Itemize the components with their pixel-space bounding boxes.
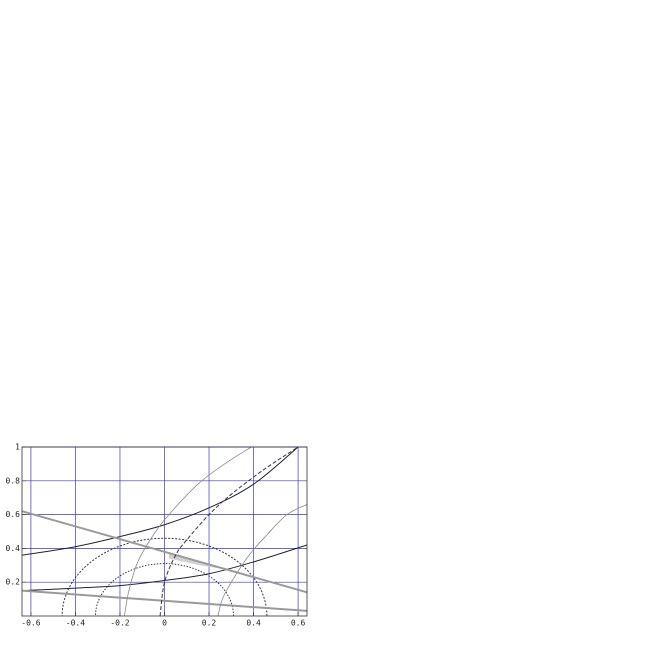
x-tick-label: -0.6	[21, 619, 40, 628]
y-tick-label: 0.4	[6, 544, 21, 553]
curve	[217, 504, 308, 617]
curve	[124, 446, 252, 617]
x-tick-label: 0.4	[246, 619, 261, 628]
x-tick-label: 0	[162, 619, 167, 628]
x-tick-label: 0.6	[291, 619, 306, 628]
curve	[159, 446, 299, 617]
y-tick-label: 1	[15, 443, 20, 452]
circle-arc	[61, 537, 268, 617]
x-tick-label: -0.4	[66, 619, 85, 628]
curve	[21, 544, 308, 592]
y-tick-label: 0.8	[6, 476, 21, 485]
y-tick-label: 0.6	[6, 510, 21, 519]
x-tick-label: -0.2	[110, 619, 129, 628]
y-tick-label: 0.2	[6, 578, 21, 587]
circle-arc	[94, 563, 235, 617]
curve	[21, 589, 308, 612]
x-tick-label: 0.2	[202, 619, 217, 628]
curve	[21, 446, 299, 556]
plot-frame	[21, 446, 308, 617]
curve	[21, 510, 308, 594]
